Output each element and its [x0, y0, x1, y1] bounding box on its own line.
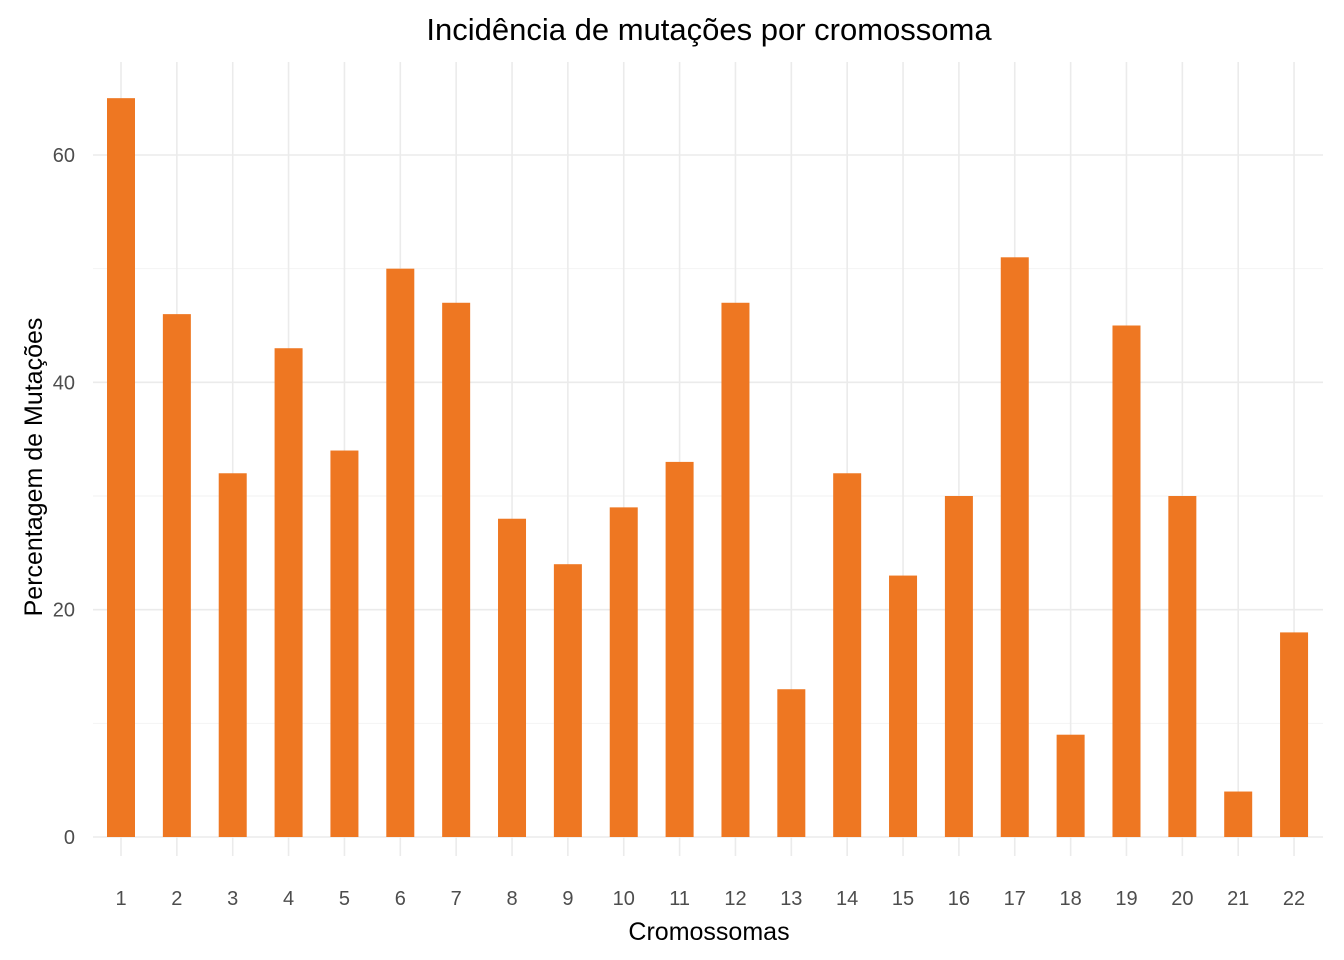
bar-chromosome-1: [107, 98, 135, 837]
bar-chromosome-9: [553, 564, 582, 837]
x-tick-label: 14: [836, 888, 858, 910]
x-tick-label: 21: [1227, 888, 1249, 910]
x-tick-label: 1: [115, 888, 126, 910]
x-tick-label: 5: [339, 888, 350, 910]
x-tick-label: 9: [562, 888, 573, 910]
y-tick-label: 20: [53, 600, 75, 622]
x-tick-label: 22: [1283, 888, 1305, 910]
bar-chromosome-21: [1224, 791, 1253, 837]
y-axis-title: Percentagem de Mutações: [20, 318, 48, 617]
bar-chromosome-8: [498, 518, 527, 837]
x-tick-label: 13: [780, 888, 802, 910]
bar-chromosome-20: [1168, 496, 1197, 837]
bar-chromosome-22: [1280, 632, 1309, 837]
chart-title: Incidência de mutações por cromossoma: [426, 12, 992, 47]
bar-chromosome-3: [218, 473, 247, 837]
bar-chromosome-10: [609, 507, 638, 837]
bar-chromosome-4: [274, 348, 303, 837]
x-tick-label: 15: [892, 888, 914, 910]
x-tick-label: 17: [1004, 888, 1026, 910]
y-tick-label: 0: [64, 827, 75, 849]
x-axis-title: Cromossomas: [628, 918, 789, 946]
bar-chromosome-6: [386, 268, 415, 838]
bar-chromosome-12: [721, 302, 750, 837]
x-tick-label: 3: [227, 888, 238, 910]
x-tick-label: 4: [283, 888, 294, 910]
x-tick-label: 16: [948, 888, 970, 910]
bar-chromosome-16: [944, 496, 973, 837]
x-tick-label: 19: [1115, 888, 1137, 910]
y-axis-ticks: 0 20 40 60: [53, 145, 75, 849]
bar-chromosome-11: [665, 461, 694, 837]
x-tick-label: 8: [506, 888, 517, 910]
x-tick-label: 10: [613, 888, 635, 910]
x-tick-label: 6: [395, 888, 406, 910]
bar-chromosome-17: [1000, 257, 1029, 837]
x-tick-label: 2: [171, 888, 182, 910]
bar-chromosome-13: [777, 689, 806, 837]
x-tick-label: 11: [669, 888, 690, 910]
bar-chromosome-5: [330, 450, 359, 837]
x-tick-label: 7: [451, 888, 462, 910]
x-tick-label: 18: [1059, 888, 1081, 910]
y-tick-label: 40: [53, 372, 75, 394]
x-tick-label: 12: [724, 888, 746, 910]
bar-chromosome-18: [1056, 734, 1085, 837]
bar-chromosome-19: [1112, 325, 1141, 837]
x-axis-ticks: 1 2 3 4 5 6 7 8 9 10 11 12 13 14 15 16 17 18 19 20 21 22: [115, 888, 1305, 910]
bar-chromosome-7: [442, 302, 471, 837]
y-tick-label: 60: [53, 145, 75, 167]
bars: [107, 98, 1309, 838]
bar-chromosome-15: [889, 575, 918, 837]
bar-chromosome-14: [833, 473, 862, 837]
bar-chromosome-2: [162, 314, 191, 838]
x-tick-label: 20: [1171, 888, 1193, 910]
